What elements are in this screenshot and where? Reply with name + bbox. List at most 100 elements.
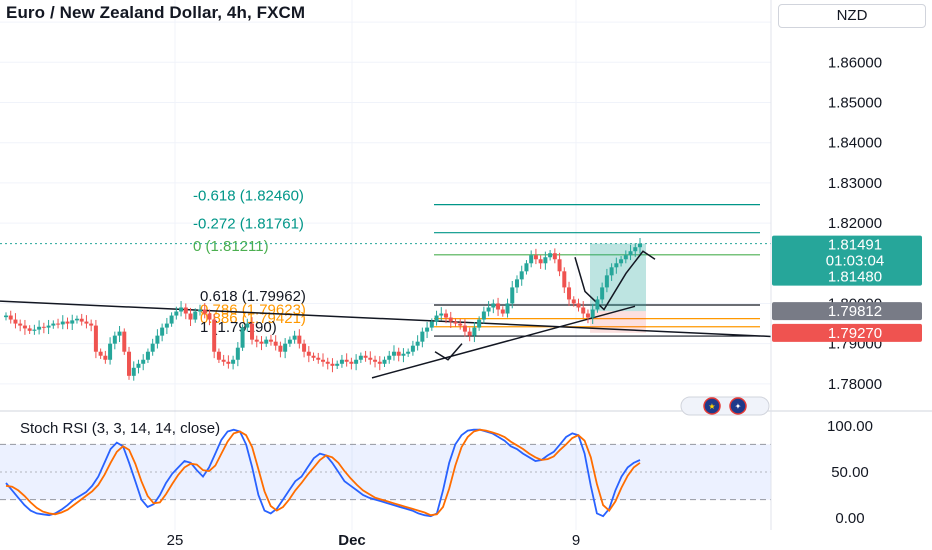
position-zone[interactable] [590,243,646,333]
candle-body [325,361,330,364]
fib-level-label: -0.272 (1.81761) [193,216,304,233]
fib-level-label: 0.618 (1.79962) [200,288,306,305]
price-axis[interactable]: 1.870001.860001.850001.840001.830001.820… [772,14,922,527]
candle [382,356,387,367]
candle-body [226,361,231,364]
candle-body [13,319,18,324]
candle [543,251,548,270]
descending-trendline [0,300,772,338]
candle-body [543,257,548,264]
candle [491,299,496,314]
time-axis[interactable]: 25 Dec 9 [167,532,581,549]
candle [633,243,638,257]
candle [197,304,202,316]
candle-body [292,335,297,340]
candle [595,296,600,313]
candle-body [491,303,496,308]
candle-body [548,253,553,258]
candle [514,275,519,294]
currency-button[interactable]: NZD [778,4,926,28]
candle-body [619,259,624,264]
candle-body [235,347,240,360]
candle-body [84,321,89,324]
candle [429,318,434,331]
candle [420,327,425,348]
currency-flags-icon[interactable]: ★ ✦ [680,396,770,416]
candle-body [32,329,37,331]
loss-zone [590,311,646,333]
candle [604,268,609,293]
candle [529,250,534,268]
candle-body [93,325,98,352]
candle-body [316,357,321,360]
price-tag-label: 1.79270 [828,325,882,342]
fibonacci-retracement[interactable]: -0.618 (1.82460) -0.272 (1.81761) 0 (1.812… [0,188,771,337]
candle-body [145,351,150,360]
candle-body [41,326,46,328]
candle [179,301,184,317]
candle-body [216,351,221,360]
candle-body [136,363,141,368]
candle-body [567,287,572,300]
oscillator-band-background [0,443,771,501]
candle-body [557,259,562,272]
candle [472,321,477,343]
candle-body [27,328,32,331]
time-tick-label: Dec [338,532,366,549]
candle-body [415,341,420,346]
candle [278,341,283,358]
candle-body [188,313,193,320]
candle [619,256,624,267]
candle [600,282,605,304]
candle [339,354,344,368]
candle-body [410,345,415,352]
candle-body [273,341,278,346]
candle-body [330,363,335,366]
candle-body [321,359,325,362]
candle-body [287,339,292,344]
candle-body [155,335,160,344]
candle [84,315,89,329]
candle [567,281,572,306]
candle-body [387,355,392,360]
candle [330,358,335,373]
candle-body [396,351,401,356]
candle-body [311,355,316,358]
candle [458,318,463,330]
candle [548,250,553,261]
trendlines[interactable] [0,250,772,379]
candle [264,336,269,347]
candle-body [420,331,425,342]
candle-body [458,323,463,326]
svg-text:★: ★ [708,402,715,411]
candle-body [500,309,505,314]
candle [131,361,136,381]
price-tag-label: 1.79812 [828,303,882,320]
candle-body [519,271,524,280]
candle-body [254,339,259,342]
candle [103,350,108,364]
candle-body [306,351,311,356]
candle-body [141,359,146,364]
candle [89,319,94,332]
candle [4,312,8,321]
indicator-title: Stoch RSI (3, 3, 14, 14, close) [20,420,221,437]
candle-body [231,359,236,364]
arrow-path [574,250,656,311]
candle-body [486,307,491,312]
candle-body [202,309,207,314]
candle-body [472,327,477,336]
candle-body [377,361,382,364]
candle [481,306,486,324]
candle-body [103,355,108,360]
candle-body [434,315,439,322]
candle-body [344,359,349,362]
arrow-path [434,343,463,361]
candle-body [56,323,61,325]
candle [377,356,382,371]
candle-body [108,343,113,360]
candle-body [462,325,467,332]
candle [302,339,307,358]
candle-body [207,313,212,320]
